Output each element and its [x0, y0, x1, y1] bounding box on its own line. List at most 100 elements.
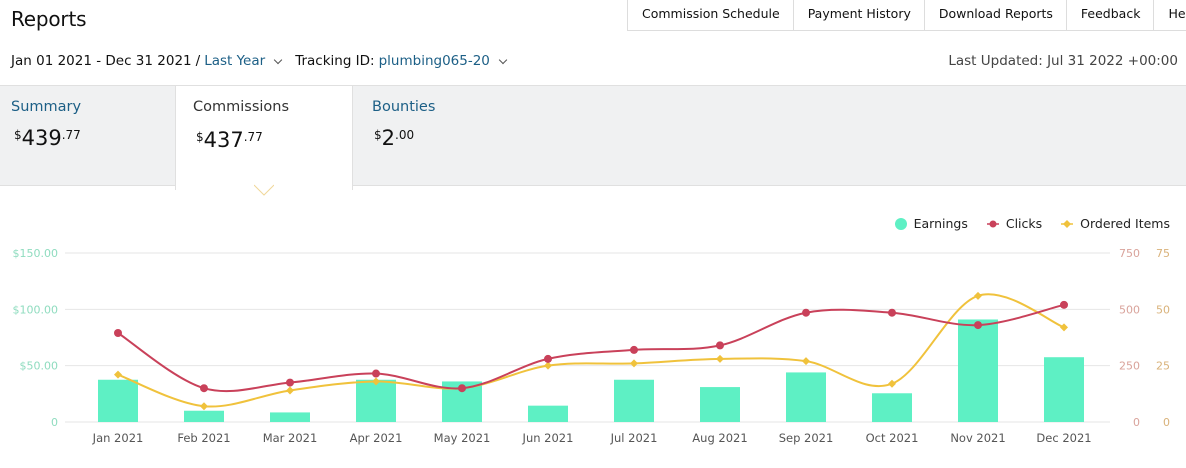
report-filters: Jan 01 2021 - Dec 31 2021 / Last Year Tr…	[11, 53, 508, 69]
ordered-items-axis-tick-label: 75	[1156, 247, 1170, 260]
clicks-line	[117, 303, 1065, 393]
commissions-amount: $437.77	[196, 128, 263, 152]
clicks-axis-tick-label: 0	[1133, 416, 1140, 429]
earnings-chart: 0 $50.00 $100.00 $150.00 0 250 500 750 0 25 50 75 Ja…	[13, 247, 1171, 445]
legend-earnings-label: Earnings	[913, 216, 968, 231]
clicks-axis-tick-label: 500	[1119, 303, 1140, 316]
help-link[interactable]: Help	[1153, 0, 1186, 30]
ordered-items-point	[372, 377, 380, 386]
filter-separator: /	[195, 53, 201, 69]
last-updated: Last Updated: Jul 31 2022 +00:00	[948, 53, 1178, 69]
clicks-point	[1060, 300, 1068, 309]
top-navigation: Commission Schedule Payment History Down…	[627, 0, 1186, 31]
x-axis-tick-label: Jan 2021	[92, 431, 144, 445]
legend-ordered-items-marker	[1061, 219, 1074, 228]
tracking-id-label: Tracking ID:	[295, 53, 375, 69]
commission-schedule-link[interactable]: Commission Schedule	[627, 0, 793, 30]
date-range: Jan 01 2021 - Dec 31 2021	[11, 53, 192, 69]
clicks-point	[372, 369, 380, 378]
tab-bounties-label: Bounties	[372, 99, 436, 115]
legend-clicks[interactable]: Clicks	[986, 216, 1042, 231]
clicks-point	[716, 341, 724, 350]
earnings-tab-bar: Summary $439.77 Commissions $437.77 Boun…	[0, 85, 1186, 190]
ordered-items-point	[716, 354, 724, 363]
clicks-point	[974, 321, 982, 330]
active-tab-pointer	[254, 184, 274, 196]
payment-history-link[interactable]: Payment History	[792, 0, 924, 30]
earnings-bar	[270, 412, 310, 422]
summary-amount: $439.77	[14, 126, 81, 150]
clicks-point	[544, 354, 552, 363]
ordered-items-point	[888, 379, 896, 388]
legend-ordered-items-label: Ordered Items	[1080, 216, 1170, 231]
ordered-items-line	[117, 293, 1065, 408]
earnings-bar	[1044, 357, 1084, 422]
tracking-id-value[interactable]: plumbing065-20	[378, 53, 490, 69]
earnings-bar	[700, 387, 740, 422]
legend-earnings-dot	[894, 217, 907, 230]
clicks-point	[286, 378, 294, 387]
clicks-point	[200, 384, 208, 393]
legend-clicks-marker	[986, 220, 999, 227]
earnings-bar	[184, 410, 224, 422]
ordered-items-point	[114, 370, 122, 379]
ordered-items-axis-tick-label: 50	[1156, 303, 1170, 316]
left-axis-tick-label: 0	[51, 416, 58, 429]
chevron-down-icon[interactable]	[273, 55, 283, 64]
tab-commissions[interactable]: Commissions $437.77	[175, 86, 353, 190]
x-axis-tick-label: May 2021	[434, 431, 491, 445]
x-axis-tick-label: Apr 2021	[350, 431, 403, 445]
left-axis-tick-label: $100.00	[13, 303, 59, 316]
tab-bounties[interactable]: Bounties $2.00	[353, 86, 533, 186]
legend-clicks-label: Clicks	[1005, 216, 1043, 231]
clicks-point	[114, 328, 122, 337]
legend-ordered-items[interactable]: Ordered Items	[1060, 216, 1170, 231]
legend-ordered-items-diamond	[1063, 219, 1072, 228]
date-preset-dropdown[interactable]: Last Year	[204, 53, 266, 69]
feedback-link[interactable]: Feedback	[1065, 0, 1154, 30]
page-title: Reports	[11, 7, 87, 31]
x-axis-tick-label: Nov 2021	[950, 431, 1005, 445]
clicks-point	[458, 384, 466, 393]
bounties-amount: $2.00	[374, 126, 415, 150]
x-axis-tick-label: Jun 2021	[522, 431, 574, 445]
ordered-items-point	[1060, 323, 1068, 332]
left-axis-tick-label: $50.00	[20, 360, 59, 373]
ordered-items-axis-tick-label: 25	[1156, 360, 1170, 373]
x-axis-tick-label: Mar 2021	[263, 431, 318, 445]
earnings-bar	[356, 379, 396, 422]
download-reports-link[interactable]: Download Reports	[923, 0, 1066, 30]
tab-summary-label: Summary	[11, 99, 82, 115]
x-axis-tick-label: Sep 2021	[779, 431, 834, 445]
earnings-bar	[98, 379, 138, 422]
ordered-items-point	[974, 291, 982, 300]
x-axis-tick-label: Jul 2021	[610, 431, 658, 445]
chevron-down-icon[interactable]	[498, 55, 508, 64]
ordered-items-point	[286, 386, 294, 395]
legend-clicks-dot	[989, 220, 997, 227]
clicks-point	[888, 308, 896, 317]
x-axis-tick-label: Aug 2021	[692, 431, 747, 445]
clicks-point	[630, 345, 638, 354]
tab-summary[interactable]: Summary $439.77	[0, 86, 175, 186]
ordered-items-axis-tick-label: 0	[1163, 416, 1170, 429]
tracking-id-selector[interactable]: Tracking ID: plumbing065-20	[295, 53, 490, 69]
ordered-items-point	[630, 359, 638, 368]
x-axis-tick-label: Dec 2021	[1036, 431, 1091, 445]
clicks-axis-tick-label: 750	[1119, 247, 1140, 260]
legend-earnings[interactable]: Earnings	[894, 216, 968, 231]
x-axis-tick-label: Feb 2021	[177, 431, 230, 445]
left-axis-tick-label: $150.00	[13, 247, 59, 260]
earnings-bar	[872, 393, 912, 422]
earnings-bar	[614, 379, 654, 422]
ordered-items-point	[200, 402, 208, 411]
earnings-bar	[786, 372, 826, 422]
legend-earnings-marker	[894, 217, 907, 230]
x-axis-tick-label: Oct 2021	[866, 431, 919, 445]
chart-legend: Earnings Clicks Ordered Items	[876, 216, 1170, 231]
ordered-items-point	[802, 357, 810, 366]
clicks-point	[802, 308, 810, 317]
earnings-bar	[958, 319, 998, 422]
clicks-axis-tick-label: 250	[1119, 360, 1140, 373]
earnings-bar	[528, 405, 568, 422]
